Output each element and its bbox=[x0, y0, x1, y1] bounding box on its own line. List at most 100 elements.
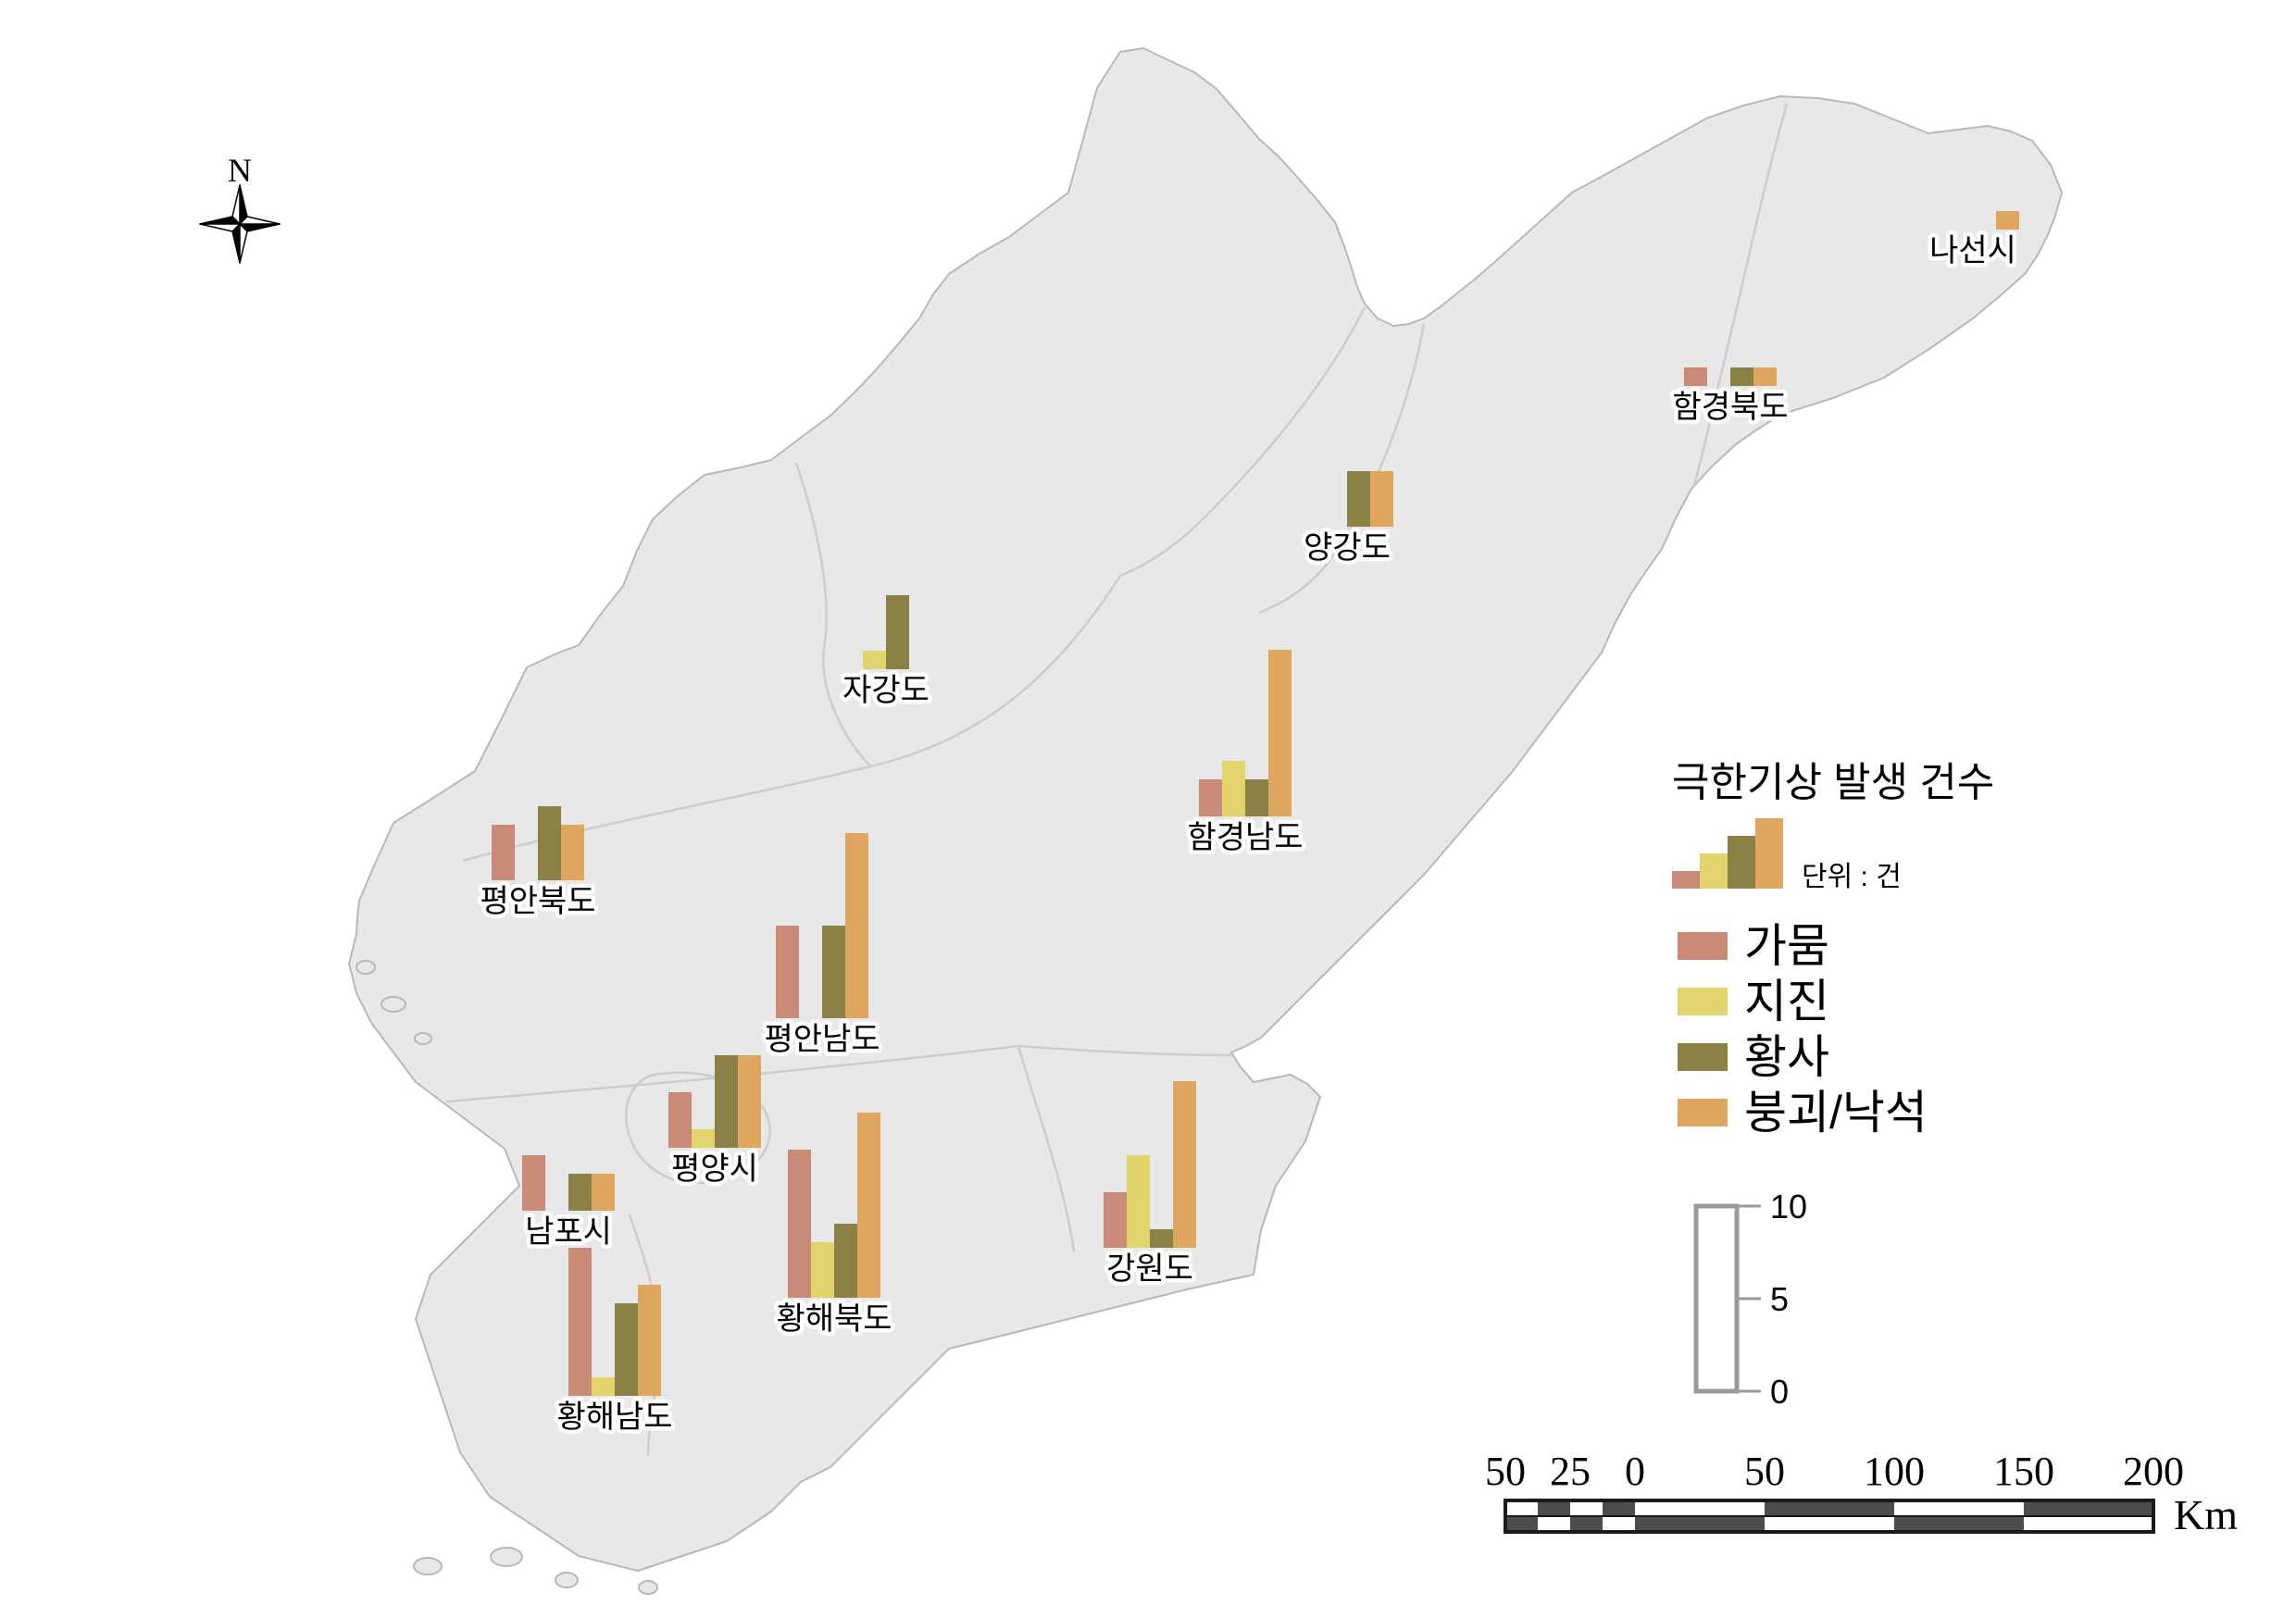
bar-지진 bbox=[1127, 1155, 1150, 1248]
province-label: 평안북도 bbox=[480, 884, 595, 919]
bar-지진 bbox=[592, 1377, 615, 1396]
scale-cell bbox=[1505, 1516, 1538, 1532]
bar-붕괴/낙석 bbox=[638, 1285, 661, 1396]
legend-swatch bbox=[1678, 1099, 1728, 1126]
province-label: 나선시 bbox=[1929, 233, 2016, 268]
bar-가뭄 bbox=[668, 1092, 692, 1148]
legend-unit-label: 단위 : 건 bbox=[1802, 862, 1902, 892]
bar-황사 bbox=[834, 1224, 857, 1298]
province-label: 양강도 bbox=[1304, 530, 1391, 566]
province-label: 황해북도 bbox=[776, 1301, 892, 1337]
scale-cell bbox=[1538, 1500, 1570, 1516]
scale-tick-0: 0 bbox=[1770, 1373, 1789, 1411]
bar-지진 bbox=[1222, 761, 1245, 816]
bar-붕괴/낙석 bbox=[592, 1174, 615, 1211]
legend-swatch bbox=[1678, 932, 1728, 960]
distance-scale-number: 100 bbox=[1864, 1449, 1925, 1494]
province-chart: 강원도 bbox=[1103, 1081, 1197, 1291]
legend-item: 지진 bbox=[1678, 976, 1829, 1027]
bar-황사 bbox=[822, 926, 845, 1018]
province-label: 함경북도 bbox=[1672, 390, 1788, 425]
bar-붕괴/낙석 bbox=[738, 1055, 761, 1148]
islands bbox=[356, 960, 658, 1595]
province-chart: 황해남도 bbox=[553, 1248, 677, 1439]
province-chart: 함경북도 bbox=[1668, 367, 1792, 429]
compass: N bbox=[199, 152, 281, 264]
legend-item: 황사 bbox=[1678, 1031, 1829, 1083]
legend-title: 극한기상 발생 건수 bbox=[1672, 760, 1994, 805]
province-label: 자강도 bbox=[842, 673, 930, 708]
bar-붕괴/낙석 bbox=[1996, 211, 2019, 230]
bar-height-scale: 10 5 0 bbox=[1693, 1188, 1807, 1411]
distance-scale-number: 25 bbox=[1550, 1449, 1591, 1494]
bar-붕괴/낙석 bbox=[1370, 471, 1393, 527]
compass-rose-icon bbox=[199, 184, 281, 264]
bar-붕괴/낙석 bbox=[1753, 367, 1777, 386]
distance-scale-number: 200 bbox=[2123, 1449, 2184, 1494]
legend-swatch bbox=[1678, 988, 1728, 1015]
distance-scale: 50 25 0 50 100 150 200 Km bbox=[1485, 1449, 2238, 1538]
bar-붕괴/낙석 bbox=[845, 833, 868, 1018]
scale-cell bbox=[2024, 1516, 2153, 1532]
bar-지진 bbox=[863, 651, 886, 669]
bar-황사 bbox=[1245, 779, 1268, 816]
compass-north-label: N bbox=[228, 152, 252, 189]
bar-붕괴/낙석 bbox=[1173, 1081, 1196, 1248]
province-label: 함경남도 bbox=[1187, 820, 1303, 855]
bar-가뭄 bbox=[1199, 779, 1222, 816]
bar-가뭄 bbox=[492, 825, 515, 880]
bar-황사 bbox=[568, 1174, 592, 1211]
legend-item-label: 황사 bbox=[1744, 1031, 1829, 1083]
province-chart: 양강도 bbox=[1300, 471, 1394, 570]
province-label: 남포시 bbox=[525, 1214, 612, 1250]
bar-붕괴/낙석 bbox=[857, 1113, 880, 1298]
legend-item-label: 붕괴/낙석 bbox=[1744, 1087, 1928, 1139]
province-label: 평안남도 bbox=[764, 1022, 880, 1057]
scale-tick-5: 5 bbox=[1770, 1280, 1789, 1318]
bar-황사 bbox=[1347, 471, 1370, 527]
bar-황사 bbox=[1150, 1229, 1173, 1248]
province-chart: 황해북도 bbox=[772, 1113, 896, 1341]
bar-가뭄 bbox=[788, 1150, 811, 1298]
legend-item: 가뭄 bbox=[1678, 920, 1829, 972]
province-chart: 자강도 bbox=[839, 595, 933, 713]
scale-cell bbox=[1765, 1500, 1894, 1516]
legend-mini-bar bbox=[1700, 853, 1728, 889]
scale-cell bbox=[1894, 1500, 2024, 1516]
province-label: 황해남도 bbox=[556, 1400, 672, 1435]
province-chart: 평안북도 bbox=[476, 806, 600, 924]
bar-지진 bbox=[811, 1242, 834, 1298]
province-label: 평양시 bbox=[671, 1151, 758, 1187]
scale-cell bbox=[1894, 1516, 2024, 1532]
legend-item: 붕괴/낙석 bbox=[1678, 1087, 1928, 1139]
bar-가뭄 bbox=[1104, 1192, 1127, 1248]
distance-scale-labels: 50 25 0 50 100 150 200 bbox=[1485, 1449, 2184, 1494]
province-chart: 남포시 bbox=[521, 1155, 616, 1254]
scale-cell bbox=[1603, 1500, 1635, 1516]
distance-scale-bar bbox=[1504, 1499, 2155, 1534]
bar-황사 bbox=[615, 1303, 638, 1396]
distance-unit-label: Km bbox=[2174, 1491, 2238, 1538]
scale-cell bbox=[1635, 1500, 1765, 1516]
legend-mini-chart-icon bbox=[1672, 818, 1783, 889]
province-chart: 평안남도 bbox=[760, 833, 884, 1062]
province-chart: 함경남도 bbox=[1183, 650, 1307, 860]
distance-scale-number: 50 bbox=[1744, 1449, 1785, 1494]
legend-swatch bbox=[1678, 1043, 1728, 1071]
scale-cell bbox=[2024, 1500, 2153, 1516]
bar-가뭄 bbox=[522, 1155, 545, 1211]
bar-황사 bbox=[715, 1055, 738, 1148]
scale-cell bbox=[1538, 1516, 1570, 1532]
bar-황사 bbox=[538, 806, 561, 880]
legend-item-label: 지진 bbox=[1744, 976, 1829, 1027]
distance-scale-number: 50 bbox=[1485, 1449, 1526, 1494]
province-chart: 나선시 bbox=[1926, 211, 2020, 273]
bar-height-scale-box bbox=[1693, 1203, 1740, 1394]
bar-가뭄 bbox=[568, 1248, 592, 1396]
legend-mini-bar bbox=[1672, 871, 1700, 889]
scale-cell bbox=[1570, 1500, 1603, 1516]
legend-mini-bar bbox=[1755, 818, 1783, 889]
